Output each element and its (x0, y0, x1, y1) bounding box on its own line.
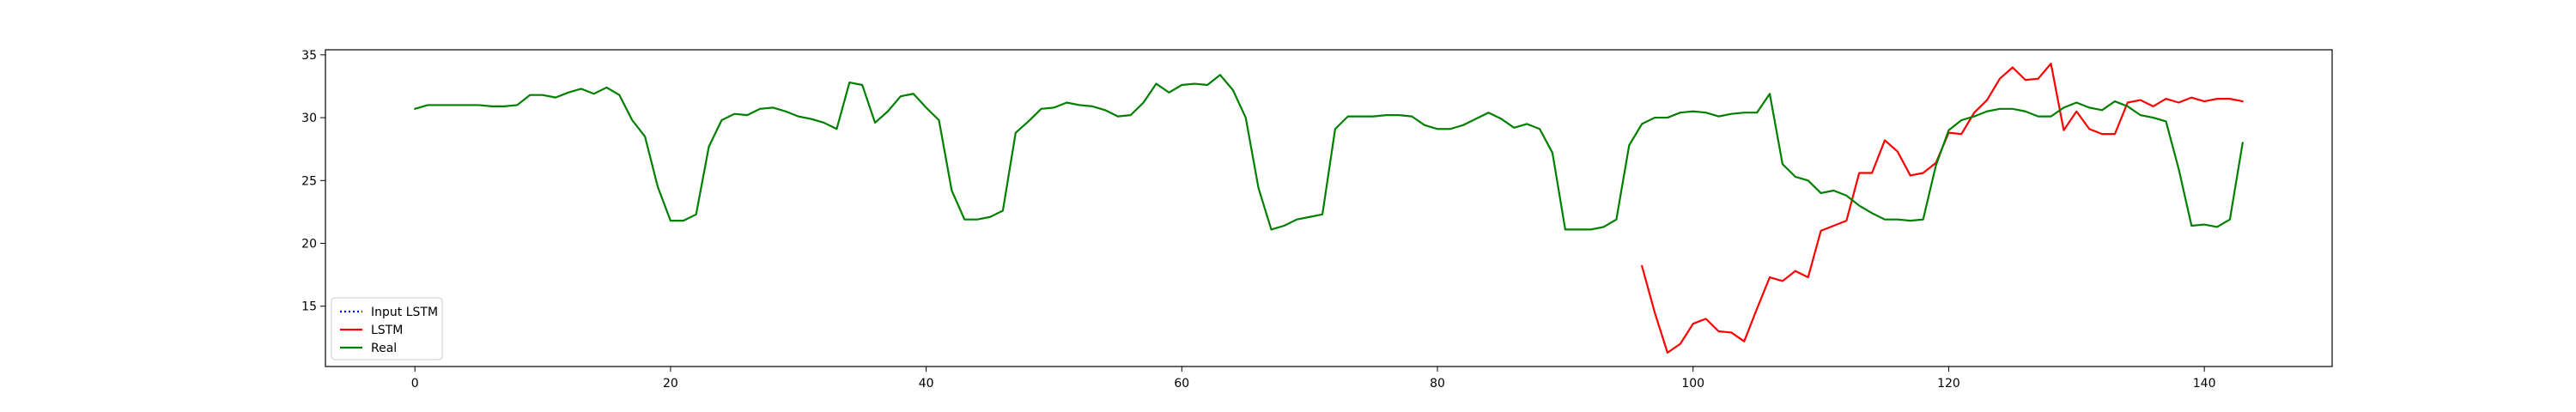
x-tick-label: 0 (411, 377, 419, 391)
x-axis: 0 20 40 60 80 100 120 140 (411, 367, 2216, 391)
legend-label: Input LSTM (371, 306, 438, 319)
x-tick-label: 120 (1937, 377, 1960, 391)
y-tick-label: 15 (301, 300, 317, 314)
series-line-real (414, 74, 2244, 231)
x-tick-label: 60 (1174, 377, 1189, 391)
x-tick-label: 40 (919, 377, 934, 391)
y-tick-label: 25 (301, 174, 317, 188)
x-tick-label: 100 (1681, 377, 1704, 391)
x-tick-label: 20 (663, 377, 678, 391)
x-tick-label: 80 (1430, 377, 1445, 391)
x-tick-label: 140 (2193, 377, 2216, 391)
series-layer (414, 63, 2244, 354)
legend: Input LSTM LSTM Real (331, 297, 443, 360)
legend-label: Real (371, 342, 397, 355)
y-tick-label: 30 (301, 112, 317, 125)
legend-label: LSTM (371, 324, 403, 337)
y-tick-label: 35 (301, 49, 317, 63)
y-axis: 15 20 25 30 35 (301, 49, 325, 314)
series-line-lstm (1641, 63, 2244, 354)
legend-box (331, 297, 443, 360)
y-tick-label: 20 (301, 238, 317, 251)
plot-area-frame (325, 49, 2333, 367)
